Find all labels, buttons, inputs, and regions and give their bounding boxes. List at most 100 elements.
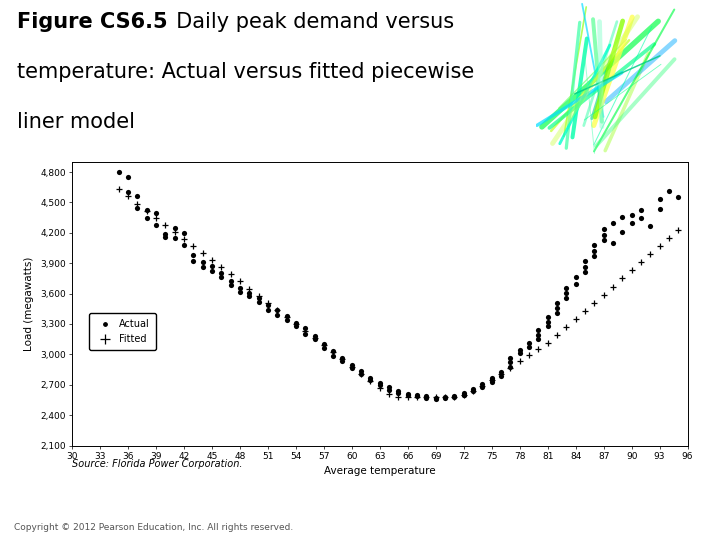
Point xyxy=(458,390,469,399)
Point xyxy=(262,306,274,314)
Point xyxy=(281,315,292,324)
Point xyxy=(542,322,554,330)
Point xyxy=(262,300,274,309)
Point xyxy=(663,187,675,195)
Point xyxy=(215,273,227,282)
Point xyxy=(616,212,628,221)
Point xyxy=(160,233,171,241)
Point xyxy=(505,362,516,371)
Point xyxy=(187,242,199,251)
Point xyxy=(141,205,153,214)
Point xyxy=(495,367,507,376)
Y-axis label: Load (megawatts): Load (megawatts) xyxy=(24,256,35,351)
Point xyxy=(654,195,665,204)
Point xyxy=(141,206,153,215)
Point xyxy=(300,327,311,335)
Point xyxy=(328,347,339,356)
Point xyxy=(542,339,554,348)
Point xyxy=(672,226,684,234)
Point xyxy=(365,373,377,382)
Legend: Actual, Fitted: Actual, Fitted xyxy=(89,313,156,350)
Point xyxy=(356,366,367,375)
Point xyxy=(523,343,535,352)
Point xyxy=(365,376,377,385)
Point xyxy=(607,218,618,227)
Point xyxy=(477,380,488,388)
Point xyxy=(290,320,302,328)
Point xyxy=(132,192,143,201)
Point xyxy=(588,299,600,307)
Point xyxy=(439,393,451,401)
Point xyxy=(570,279,582,288)
Point xyxy=(234,283,246,292)
Point xyxy=(281,313,292,321)
Point xyxy=(402,389,413,398)
Point xyxy=(552,299,563,307)
Point xyxy=(318,341,330,349)
Point xyxy=(150,208,162,217)
Point xyxy=(672,193,684,202)
Point xyxy=(616,227,628,236)
Point xyxy=(486,375,498,384)
Point xyxy=(561,293,572,302)
Point xyxy=(328,352,339,361)
Point xyxy=(122,192,134,201)
Point xyxy=(439,393,451,401)
Point xyxy=(607,239,618,247)
Point xyxy=(430,394,441,402)
Point xyxy=(271,306,283,314)
Point xyxy=(225,280,236,289)
Point xyxy=(588,241,600,249)
Point xyxy=(430,393,441,401)
Point xyxy=(160,220,171,229)
Point xyxy=(290,319,302,327)
Point xyxy=(271,306,283,314)
Point xyxy=(281,312,292,320)
X-axis label: Average temperature: Average temperature xyxy=(324,467,436,476)
Point xyxy=(411,390,423,399)
Point xyxy=(243,284,255,293)
Point xyxy=(197,263,208,272)
Point xyxy=(467,384,479,393)
Point xyxy=(439,394,451,402)
Point xyxy=(533,345,544,354)
Point xyxy=(356,369,367,378)
Point xyxy=(309,332,320,340)
Point xyxy=(234,287,246,296)
Point xyxy=(122,173,134,181)
Point xyxy=(253,291,264,300)
Point xyxy=(383,386,395,394)
Point xyxy=(561,288,572,297)
Point xyxy=(588,252,600,260)
Text: temperature: Actual versus fitted piecewise: temperature: Actual versus fitted piecew… xyxy=(17,62,474,82)
Point xyxy=(206,262,217,271)
Point xyxy=(206,256,217,265)
Point xyxy=(187,251,199,259)
Point xyxy=(178,234,189,243)
Point xyxy=(141,213,153,222)
Point xyxy=(552,308,563,317)
Point xyxy=(533,331,544,340)
Point xyxy=(318,344,330,353)
Point xyxy=(449,392,460,400)
Text: Copyright © 2012 Pearson Education, Inc. All rights reserved.: Copyright © 2012 Pearson Education, Inc.… xyxy=(14,523,294,532)
Point xyxy=(449,393,460,401)
Point xyxy=(626,210,637,219)
Point xyxy=(160,230,171,238)
Point xyxy=(598,291,609,299)
Point xyxy=(132,199,143,208)
Point xyxy=(215,269,227,278)
Point xyxy=(635,205,647,214)
Point xyxy=(542,318,554,326)
Point xyxy=(374,383,386,392)
Point xyxy=(337,355,348,364)
Point xyxy=(122,188,134,197)
Point xyxy=(197,249,208,258)
Point xyxy=(505,363,516,372)
Point xyxy=(346,362,358,371)
Point xyxy=(402,393,413,401)
Point xyxy=(337,357,348,366)
Point xyxy=(383,389,395,398)
Point xyxy=(168,227,180,236)
Point xyxy=(411,392,423,400)
